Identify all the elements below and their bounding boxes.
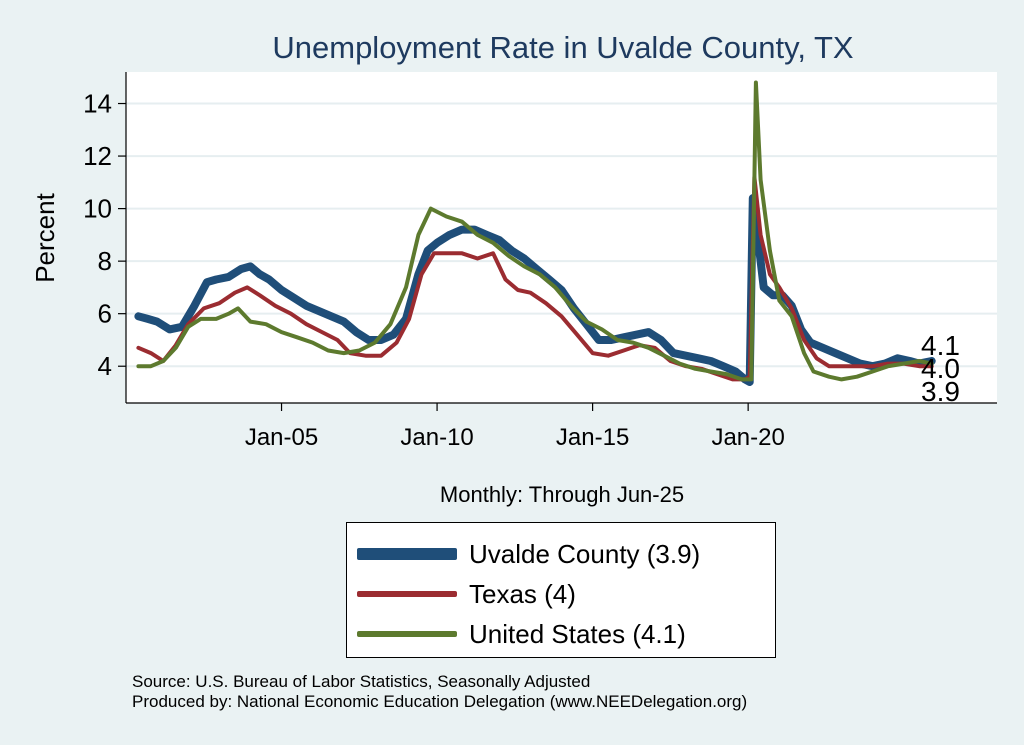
end-labels: 4.14.03.9	[921, 330, 960, 407]
legend-item-texas: Texas (4)	[357, 579, 576, 609]
axes	[125, 72, 997, 404]
y-tick-label-10: 10	[83, 194, 112, 224]
legend-item-us: United States (4.1)	[357, 619, 686, 649]
legend-label-texas: Texas (4)	[469, 578, 576, 609]
legend-swatch-uvalde	[357, 548, 457, 560]
x-tick-label-Jan-10: Jan-10	[400, 424, 473, 451]
end-label-0: 4.1	[921, 330, 960, 361]
gridlines	[126, 102, 997, 368]
series-line-united-states	[136, 80, 934, 382]
x-tick-label-Jan-15: Jan-15	[556, 424, 629, 451]
end-label-1: 4.0	[921, 353, 960, 384]
legend-item-uvalde: Uvalde County (3.9)	[357, 539, 700, 569]
producer-line: Produced by: National Economic Education…	[132, 692, 748, 711]
y-ticks: 4 6 8 10 12 14	[83, 89, 126, 381]
x-tick-label-Jan-05: Jan-05	[245, 424, 318, 451]
plot-area	[126, 72, 997, 403]
legend: Uvalde County (3.9) Texas (4) United Sta…	[346, 522, 776, 658]
y-tick-label-12: 12	[83, 141, 112, 171]
y-tick-label-8: 8	[98, 246, 112, 276]
legend-swatch-us	[357, 631, 457, 637]
y-tick-label-4: 4	[98, 351, 112, 381]
x-tick-label-Jan-20: Jan-20	[711, 424, 784, 451]
legend-label-uvalde: Uvalde County (3.9)	[469, 538, 701, 569]
y-axis-label: Percent	[30, 192, 60, 282]
chart-title: Unemployment Rate in Uvalde County, TX	[272, 30, 854, 65]
legend-label-us: United States (4.1)	[469, 618, 686, 649]
series-lines	[134, 80, 936, 386]
x-ticks: Jan-05 Jan-10 Jan-15 Jan-20	[245, 403, 785, 451]
legend-swatch-texas	[357, 591, 457, 597]
y-tick-label-6: 6	[98, 299, 112, 329]
x-axis-label: Monthly: Through Jun-25	[440, 482, 684, 507]
y-tick-label-14: 14	[83, 89, 112, 119]
end-label-2: 3.9	[921, 376, 960, 407]
source-line: Source: U.S. Bureau of Labor Statistics,…	[132, 672, 591, 691]
source-note: Source: U.S. Bureau of Labor Statistics,…	[132, 672, 747, 712]
series-line-texas	[136, 175, 934, 382]
